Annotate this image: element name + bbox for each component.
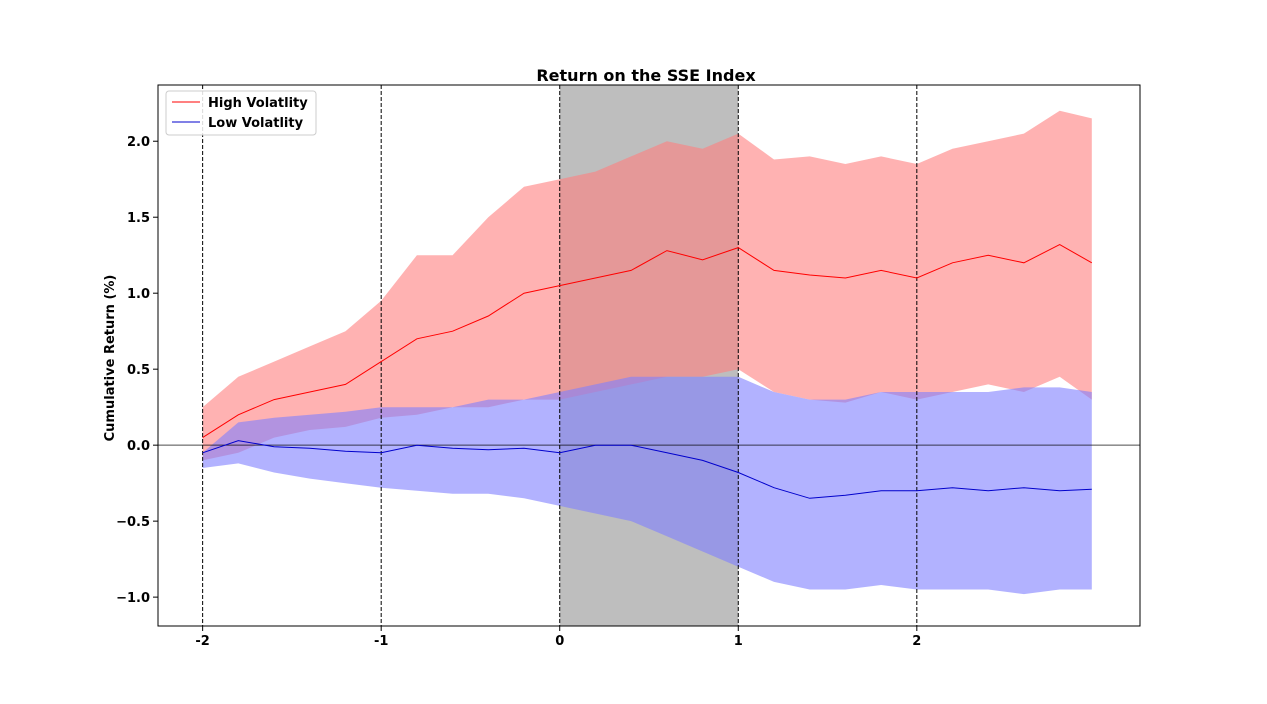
y-tick-label-6: 2.0 [127,135,150,150]
y-tick-label-4: 1.0 [127,287,150,302]
legend: High Volatlity Low Volatlity [165,90,317,136]
x-tick-label-3: 1 [734,634,743,649]
x-tick-label-4: 2 [912,634,921,649]
chart-title: Return on the SSE Index [536,66,756,85]
x-tick-label-0: -2 [195,634,209,649]
x-tick-label-1: -1 [374,634,388,649]
y-tick-label-1: −0.5 [116,515,150,530]
y-tick-label-2: 0.0 [127,439,150,454]
y-axis-label: Cumulative Return (%) [103,275,118,442]
y-tick-label-3: 0.5 [127,363,150,378]
y-tick-label-0: −1.0 [116,591,150,606]
confidence-band-0 [202,110,1092,461]
series-line-1 [202,440,1092,499]
y-tick-label-5: 1.5 [127,211,150,226]
plot-frame [157,84,1141,627]
confidence-band-1 [202,376,1092,595]
x-tick-label-2: 0 [555,634,564,649]
series-line-0 [202,244,1093,439]
legend-label-0: High Volatlity [208,96,308,111]
legend-label-1: Low Volatlity [208,116,304,131]
legend-box [165,90,317,136]
